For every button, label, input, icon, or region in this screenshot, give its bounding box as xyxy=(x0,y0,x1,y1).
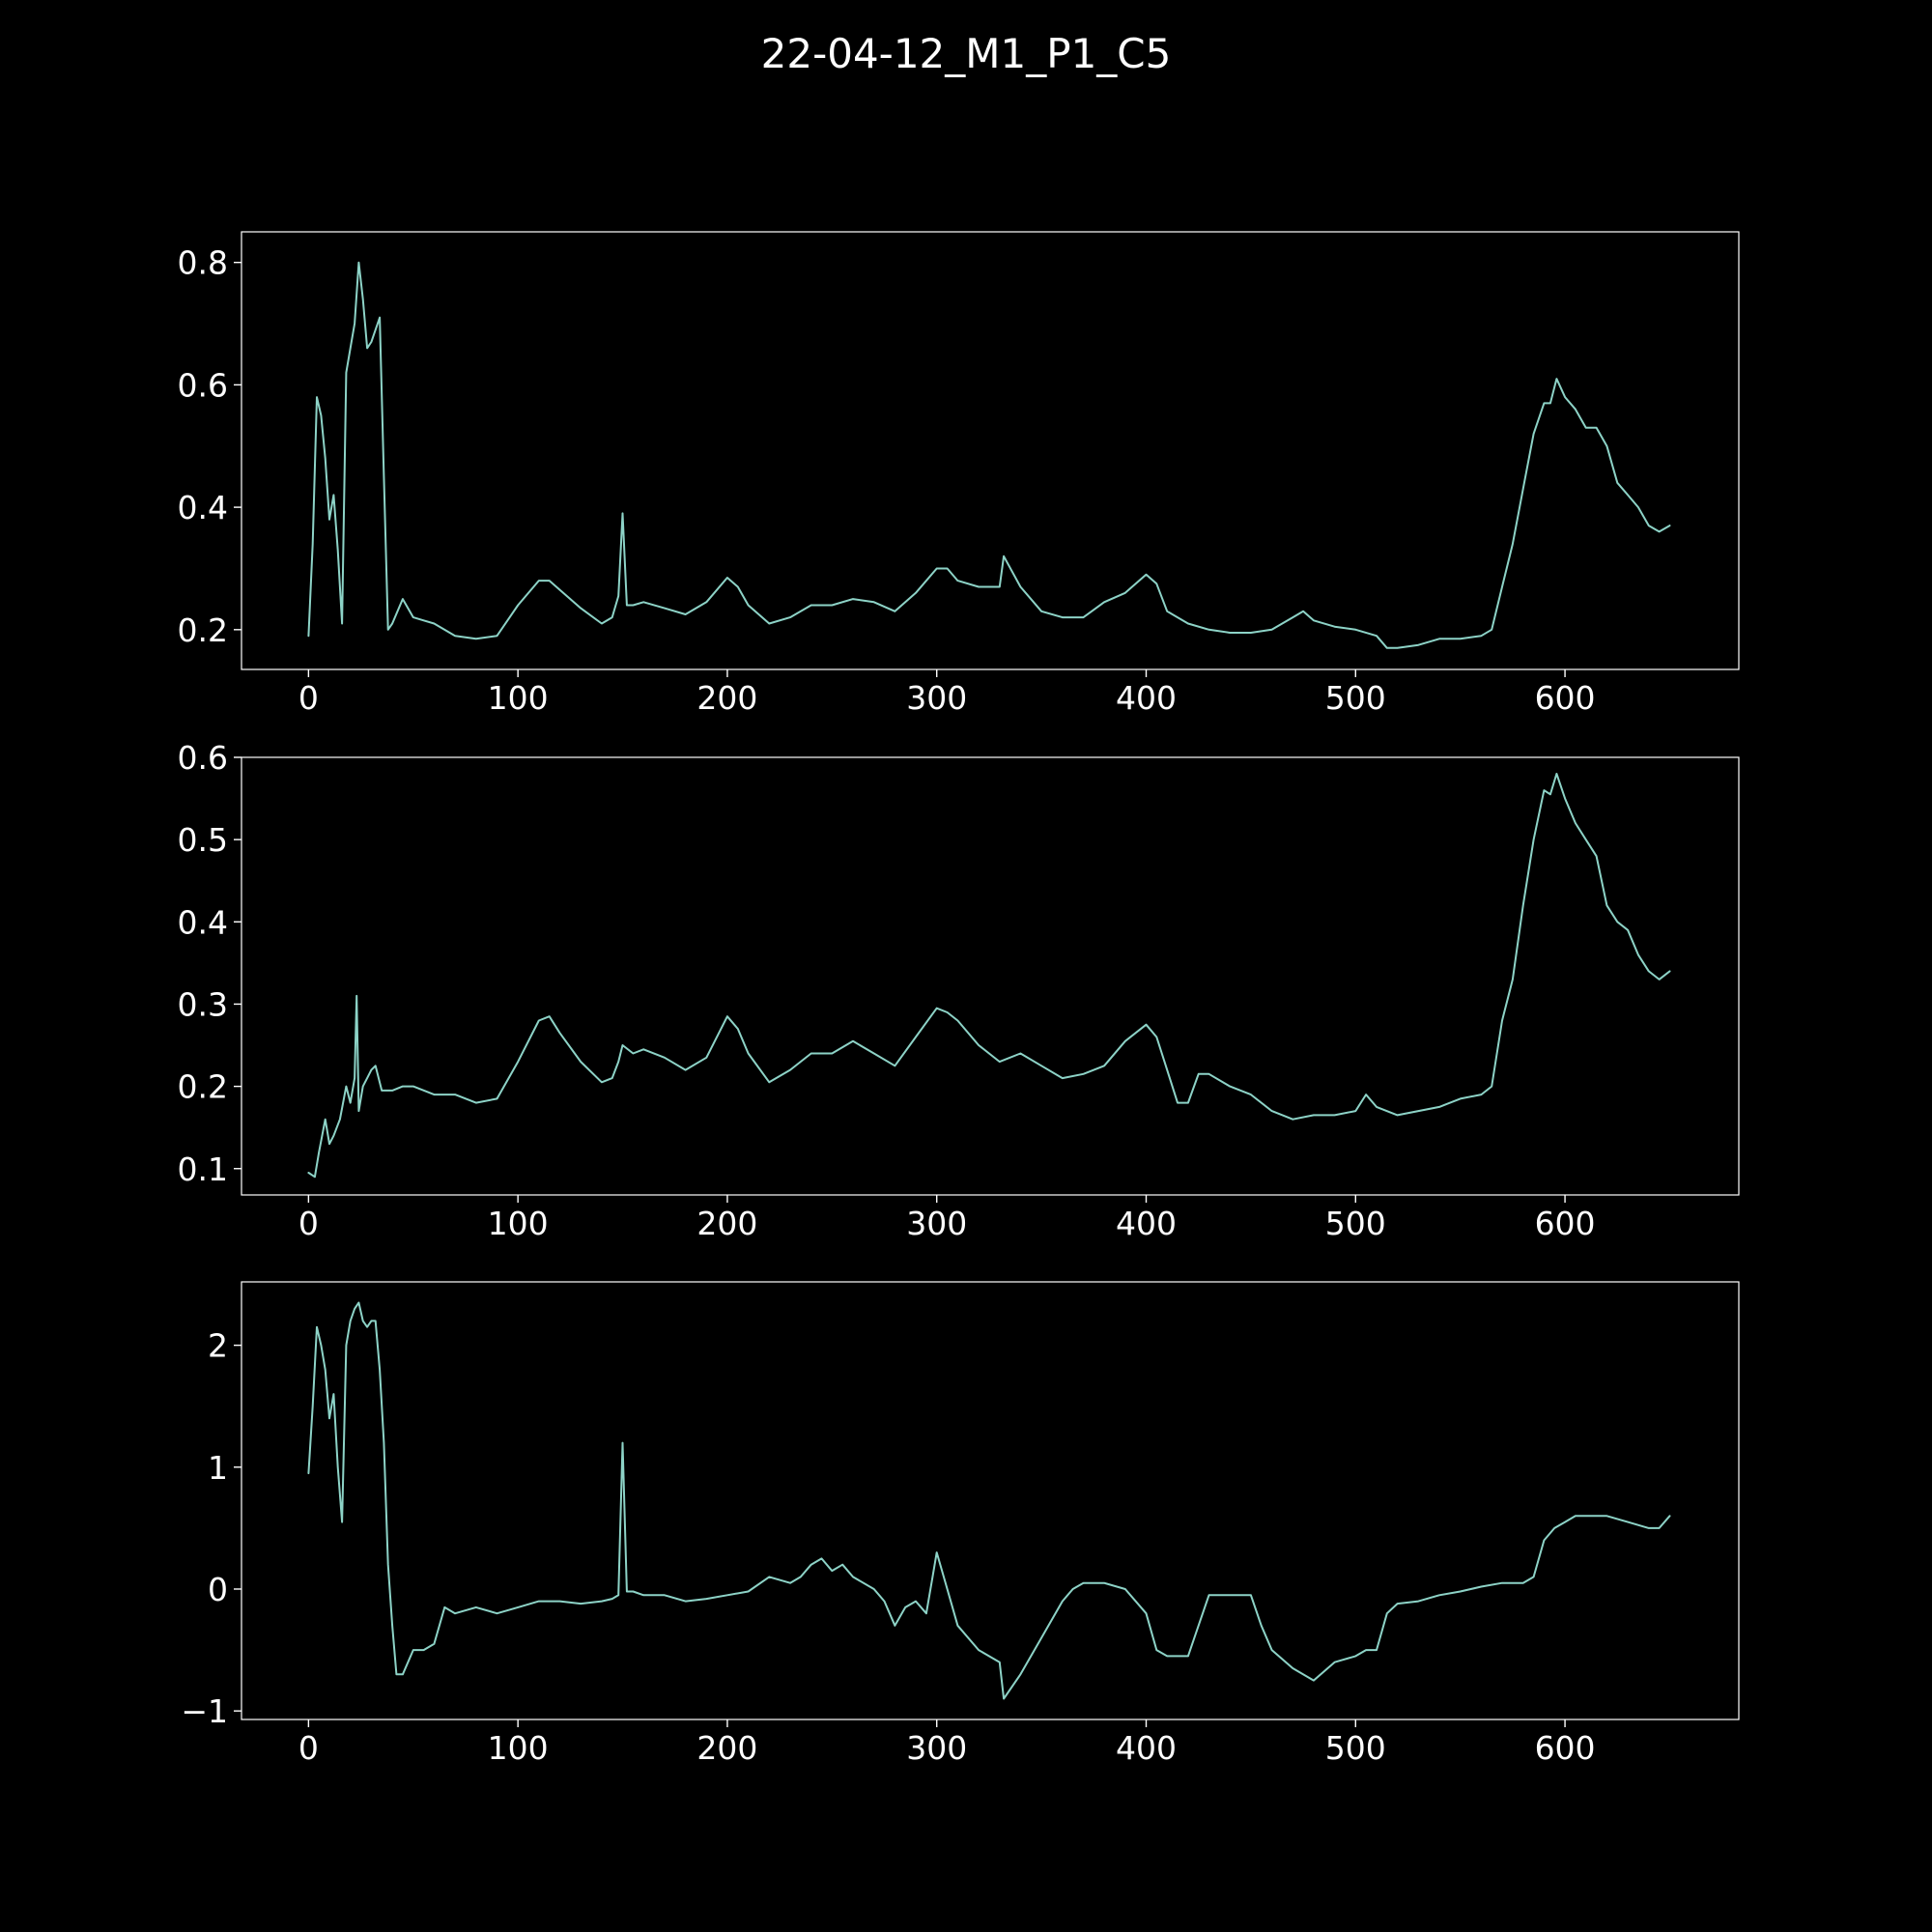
panel-3-xtick-label-4: 400 xyxy=(1116,1729,1177,1767)
panel-2-xtick-label-1: 100 xyxy=(488,1205,549,1242)
panel-2-ytick-label-5: 0.6 xyxy=(178,739,228,777)
panel-2-xtick-label-5: 500 xyxy=(1325,1205,1386,1242)
panel-2-ytick-label-2: 0.3 xyxy=(178,985,228,1023)
panel-1-xtick-label-5: 500 xyxy=(1325,679,1386,717)
panel-3-series-line-1 xyxy=(307,1301,1671,1700)
panel-1-ytick-label-1: 0.4 xyxy=(178,489,228,526)
panel-3: 0 100 200 300 400 500 600 −1 0 1 2 xyxy=(181,1281,1740,1767)
panel-2: 0 100 200 300 400 500 600 0.1 0.2 0.3 0.4 0.5 0.6 xyxy=(178,739,1740,1242)
panel-2-ytick-label-1: 0.2 xyxy=(178,1068,228,1106)
panel-1-xtick-label-6: 600 xyxy=(1535,679,1596,717)
panel-3-ytick-label-0: −1 xyxy=(181,1692,228,1730)
panel-3-xtick-label-2: 200 xyxy=(696,1729,757,1767)
panel-3-ytick-label-2: 1 xyxy=(208,1449,228,1487)
panel-1-ytick-label-0: 0.2 xyxy=(178,611,228,649)
panel-1-xtick-label-1: 100 xyxy=(488,679,549,717)
panel-1-axes-frame xyxy=(241,231,1740,670)
panel-2-ytick-label-3: 0.4 xyxy=(178,903,228,941)
panel-1: 0 100 200 300 400 500 600 0.2 0.4 0.6 0.8 xyxy=(178,231,1740,717)
panel-1-ytick-label-2: 0.6 xyxy=(178,366,228,404)
panel-2-series-line-1 xyxy=(307,773,1671,1179)
panel-2-xtick-label-3: 300 xyxy=(906,1205,967,1242)
panel-3-ytick-label-1: 0 xyxy=(208,1571,228,1608)
panel-1-xtick-label-3: 300 xyxy=(906,679,967,717)
panel-3-axes-frame xyxy=(241,1281,1740,1720)
figure-title: 22-04-12_M1_P1_C5 xyxy=(761,30,1172,77)
panel-2-axes-frame xyxy=(241,756,1740,1196)
panel-2-xtick-label-6: 600 xyxy=(1535,1205,1596,1242)
panel-2-xtick-label-4: 400 xyxy=(1116,1205,1177,1242)
panel-2-ytick-label-4: 0.5 xyxy=(178,821,228,859)
panel-1-xtick-label-2: 200 xyxy=(696,679,757,717)
panel-1-xtick-label-0: 0 xyxy=(298,679,319,717)
panel-3-xtick-label-3: 300 xyxy=(906,1729,967,1767)
panel-3-xtick-label-1: 100 xyxy=(488,1729,549,1767)
panel-2-ytick-label-0: 0.1 xyxy=(178,1151,228,1188)
panel-1-series-line-1 xyxy=(307,261,1671,649)
panel-3-xtick-label-0: 0 xyxy=(298,1729,319,1767)
panel-1-ytick-label-3: 0.8 xyxy=(178,244,228,282)
panel-3-xtick-label-6: 600 xyxy=(1535,1729,1596,1767)
panel-2-xtick-label-2: 200 xyxy=(696,1205,757,1242)
panel-2-xtick-label-0: 0 xyxy=(298,1205,319,1242)
panel-1-xtick-label-4: 400 xyxy=(1116,679,1177,717)
panel-3-xtick-label-5: 500 xyxy=(1325,1729,1386,1767)
panel-3-ytick-label-3: 2 xyxy=(208,1327,228,1365)
